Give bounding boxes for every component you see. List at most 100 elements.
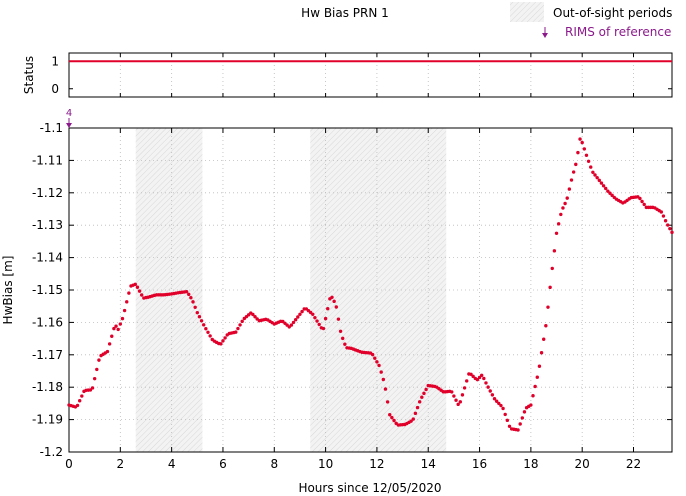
data-point: [206, 330, 210, 334]
data-point: [552, 249, 557, 253]
data-point: [565, 196, 569, 200]
data-point: [291, 320, 296, 325]
data-point: [90, 386, 95, 390]
data-point: [289, 323, 294, 327]
data-point: [375, 360, 379, 364]
data-point: [548, 285, 552, 290]
data-point: [554, 231, 559, 235]
data-point: [251, 312, 255, 317]
ytick-label--1.17: -1.17: [32, 348, 63, 362]
legend-swatch-out-of-sight: [510, 2, 544, 22]
data-point: [537, 364, 542, 368]
data-point: [388, 413, 392, 417]
data-point: [595, 175, 599, 180]
data-point: [501, 406, 505, 411]
data-point: [293, 318, 298, 322]
data-point: [75, 403, 80, 408]
data-point: [105, 349, 110, 354]
data-point: [454, 398, 458, 402]
data-point: [507, 424, 512, 428]
data-point: [80, 394, 84, 398]
data-point: [460, 393, 465, 397]
legend-label-rims: RIMS of reference: [565, 25, 671, 39]
data-point: [343, 342, 347, 346]
xtick-label-10: 10: [318, 457, 333, 471]
data-point: [606, 189, 610, 193]
data-point: [659, 210, 664, 214]
data-point: [95, 367, 99, 372]
data-point: [336, 317, 341, 321]
data-point: [484, 381, 488, 385]
data-point: [370, 352, 375, 357]
data-point: [116, 327, 120, 332]
data-point: [195, 310, 199, 315]
data-point: [580, 140, 584, 145]
data-point: [112, 326, 116, 331]
status-frame: [68, 52, 673, 98]
data-point: [296, 315, 300, 319]
data-point: [477, 375, 482, 380]
data-point: [197, 315, 202, 319]
out-of-sight-shading: [135, 128, 447, 452]
data-point: [576, 150, 580, 155]
data-point: [240, 319, 244, 324]
data-point: [187, 292, 191, 297]
xtick-label-14: 14: [421, 457, 436, 471]
data-point: [330, 295, 334, 299]
data-point: [219, 342, 223, 346]
data-point: [522, 410, 527, 414]
shaded-period-1: [310, 128, 447, 452]
status-xticks: [68, 53, 635, 97]
data-point: [321, 326, 326, 331]
data-point: [531, 394, 535, 398]
data-point: [110, 334, 114, 338]
xtick-label-0: 0: [65, 457, 73, 471]
data-point: [114, 324, 118, 328]
data-point: [546, 305, 550, 309]
legend-label-out-of-sight: Out-of-sight periods: [553, 6, 672, 20]
ytick-label--1.15: -1.15: [32, 283, 63, 297]
xtick-label-18: 18: [523, 457, 538, 471]
status-grid: [119, 53, 634, 97]
data-point: [591, 170, 595, 174]
data-point: [640, 199, 644, 204]
data-point: [409, 419, 413, 423]
data-point: [424, 387, 428, 392]
data-point: [379, 370, 383, 374]
data-point: [482, 376, 486, 381]
hwbias-panel: -1.1 -1.11 -1.12 -1.13 -1.14 -1.15 -1.16 -1.17 -…: [1, 108, 674, 495]
data-point: [315, 319, 319, 323]
data-point: [663, 219, 668, 223]
data-point: [450, 390, 454, 394]
data-point: [589, 165, 593, 169]
data-point: [471, 374, 475, 379]
data-point: [505, 418, 510, 423]
data-point: [574, 162, 578, 167]
ytick-label--1.2: -1.2: [40, 445, 63, 459]
data-point: [313, 315, 317, 320]
data-point: [334, 305, 338, 309]
data-point: [223, 336, 227, 340]
data-point: [535, 375, 539, 379]
data-point: [202, 323, 206, 327]
data-point: [486, 385, 490, 389]
data-point: [191, 300, 195, 304]
data-point: [608, 191, 612, 195]
data-point: [520, 416, 525, 420]
data-point: [317, 322, 321, 327]
data-point: [556, 222, 561, 226]
ytick-label--1.19: -1.19: [32, 413, 63, 427]
data-point: [497, 401, 501, 406]
data-point: [462, 386, 467, 390]
data-point: [550, 266, 554, 271]
legend: Out-of-sight periods RIMS of reference: [510, 2, 672, 39]
data-point: [475, 377, 480, 382]
main-ylabel: HwBias [m]: [1, 256, 15, 325]
data-point: [465, 379, 469, 383]
data-point: [661, 214, 666, 218]
data-point: [559, 212, 563, 217]
data-point: [238, 323, 242, 327]
status-panel: 0 1 Status: [22, 52, 673, 98]
ytick-label--1.14: -1.14: [32, 251, 63, 265]
data-point: [642, 202, 646, 207]
